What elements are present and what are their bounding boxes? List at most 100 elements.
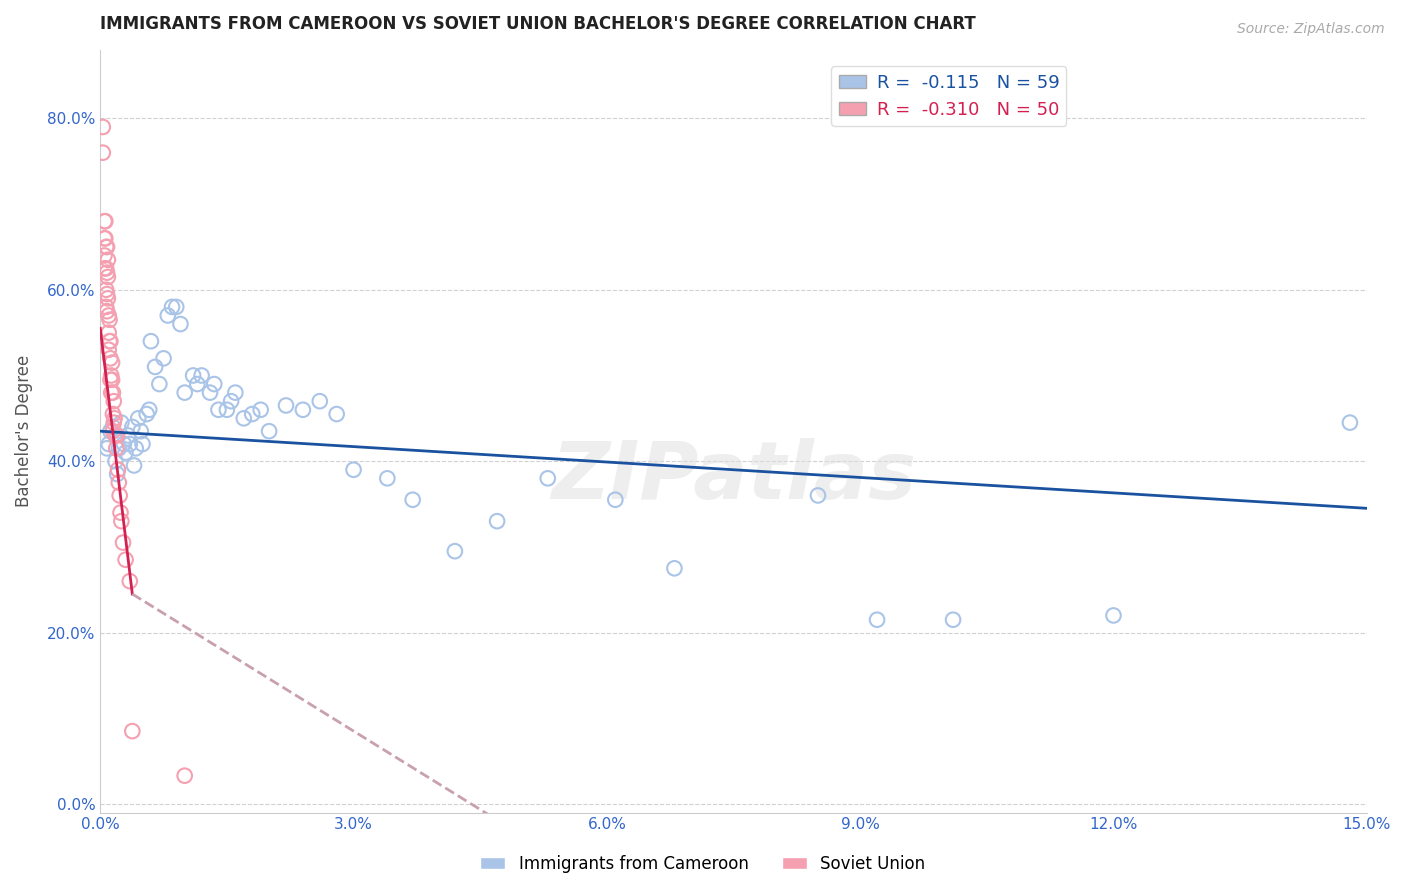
Immigrants from Cameroon [190, 368, 212, 383]
Immigrants from Cameroon [97, 437, 120, 451]
Immigrants from Cameroon [110, 416, 132, 430]
Soviet Union [96, 240, 118, 254]
Immigrants from Cameroon [486, 514, 509, 528]
Soviet Union [97, 291, 120, 305]
Immigrants from Cameroon [605, 492, 627, 507]
Soviet Union [96, 261, 118, 276]
Text: ZIPatlas: ZIPatlas [551, 438, 917, 516]
Y-axis label: Bachelor's Degree: Bachelor's Degree [15, 355, 32, 508]
Soviet Union [93, 248, 115, 262]
Immigrants from Cameroon [96, 442, 118, 456]
Soviet Union [93, 214, 115, 228]
Legend: R =  -0.115   N = 59, R =  -0.310   N = 50: R = -0.115 N = 59, R = -0.310 N = 50 [831, 67, 1067, 126]
Immigrants from Cameroon [165, 300, 187, 314]
Immigrants from Cameroon [173, 385, 195, 400]
Immigrants from Cameroon [181, 368, 204, 383]
Legend: Immigrants from Cameroon, Soviet Union: Immigrants from Cameroon, Soviet Union [474, 848, 932, 880]
Text: Source: ZipAtlas.com: Source: ZipAtlas.com [1237, 22, 1385, 37]
Soviet Union [100, 334, 122, 349]
Immigrants from Cameroon [138, 402, 160, 417]
Immigrants from Cameroon [444, 544, 467, 558]
Immigrants from Cameroon [207, 402, 229, 417]
Soviet Union [98, 312, 121, 326]
Soviet Union [97, 309, 120, 323]
Immigrants from Cameroon [274, 399, 297, 413]
Soviet Union [101, 407, 124, 421]
Soviet Union [110, 506, 132, 520]
Soviet Union [97, 343, 120, 357]
Soviet Union [96, 304, 118, 318]
Soviet Union [101, 424, 124, 438]
Soviet Union [91, 120, 114, 134]
Immigrants from Cameroon [186, 377, 208, 392]
Immigrants from Cameroon [127, 411, 149, 425]
Immigrants from Cameroon [125, 442, 148, 456]
Immigrants from Cameroon [240, 407, 263, 421]
Immigrants from Cameroon [112, 437, 135, 451]
Immigrants from Cameroon [807, 488, 830, 502]
Immigrants from Cameroon [114, 445, 136, 459]
Text: IMMIGRANTS FROM CAMEROON VS SOVIET UNION BACHELOR'S DEGREE CORRELATION CHART: IMMIGRANTS FROM CAMEROON VS SOVIET UNION… [100, 15, 976, 33]
Immigrants from Cameroon [325, 407, 347, 421]
Immigrants from Cameroon [129, 424, 152, 438]
Immigrants from Cameroon [169, 317, 191, 331]
Soviet Union [96, 240, 118, 254]
Immigrants from Cameroon [224, 385, 246, 400]
Immigrants from Cameroon [257, 424, 280, 438]
Soviet Union [104, 411, 127, 425]
Soviet Union [118, 574, 141, 589]
Immigrants from Cameroon [866, 613, 889, 627]
Immigrants from Cameroon [135, 407, 157, 421]
Soviet Union [97, 269, 120, 284]
Immigrants from Cameroon [1102, 608, 1125, 623]
Soviet Union [94, 214, 117, 228]
Immigrants from Cameroon [152, 351, 174, 366]
Soviet Union [100, 351, 122, 366]
Soviet Union [96, 266, 118, 280]
Soviet Union [96, 300, 118, 314]
Immigrants from Cameroon [402, 492, 425, 507]
Soviet Union [121, 724, 143, 739]
Immigrants from Cameroon [232, 411, 254, 425]
Soviet Union [101, 356, 124, 370]
Soviet Union [100, 368, 122, 383]
Immigrants from Cameroon [100, 424, 122, 438]
Soviet Union [104, 428, 127, 442]
Soviet Union [105, 442, 128, 456]
Immigrants from Cameroon [537, 471, 560, 485]
Soviet Union [110, 514, 132, 528]
Immigrants from Cameroon [202, 377, 225, 392]
Immigrants from Cameroon [1339, 416, 1361, 430]
Immigrants from Cameroon [139, 334, 162, 349]
Immigrants from Cameroon [942, 613, 965, 627]
Immigrants from Cameroon [105, 467, 128, 481]
Immigrants from Cameroon [156, 309, 179, 323]
Soviet Union [103, 394, 125, 409]
Soviet Union [91, 145, 114, 160]
Soviet Union [105, 428, 128, 442]
Soviet Union [101, 373, 124, 387]
Immigrants from Cameroon [148, 377, 170, 392]
Immigrants from Cameroon [375, 471, 398, 485]
Soviet Union [97, 252, 120, 267]
Immigrants from Cameroon [118, 437, 141, 451]
Immigrants from Cameroon [664, 561, 686, 575]
Soviet Union [100, 373, 122, 387]
Soviet Union [108, 488, 131, 502]
Immigrants from Cameroon [122, 458, 145, 473]
Soviet Union [107, 463, 129, 477]
Immigrants from Cameroon [160, 300, 183, 314]
Immigrants from Cameroon [108, 442, 131, 456]
Immigrants from Cameroon [215, 402, 238, 417]
Soviet Union [97, 326, 120, 340]
Immigrants from Cameroon [131, 437, 153, 451]
Soviet Union [93, 231, 115, 245]
Immigrants from Cameroon [101, 420, 124, 434]
Soviet Union [100, 385, 122, 400]
Immigrants from Cameroon [249, 402, 271, 417]
Immigrants from Cameroon [104, 454, 127, 468]
Immigrants from Cameroon [291, 402, 314, 417]
Soviet Union [112, 535, 135, 549]
Immigrants from Cameroon [143, 359, 166, 374]
Soviet Union [94, 231, 117, 245]
